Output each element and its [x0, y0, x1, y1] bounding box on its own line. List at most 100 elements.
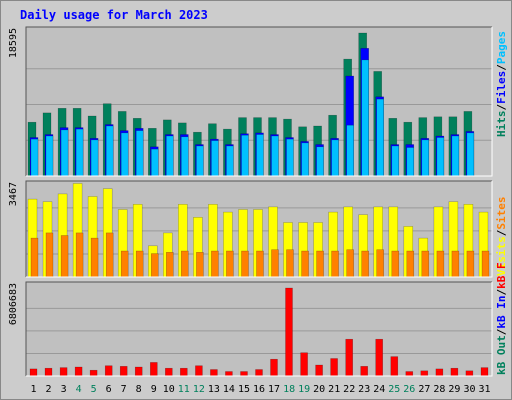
bar-pages-day-26 [406, 147, 415, 177]
bar-kb-f-day-10 [165, 367, 173, 377]
bar-kb-f-day-29 [450, 367, 459, 377]
x-tick-day-31: 31 [478, 384, 490, 395]
bar-kb-f-day-22 [345, 338, 353, 377]
legend-entry: Files [495, 71, 508, 104]
bar-kb-f-day-17 [270, 358, 278, 377]
x-tick-day-14: 14 [223, 384, 235, 395]
legend-entry: / [495, 104, 508, 111]
bar-kb-f-day-8 [134, 366, 143, 377]
bar-pages-day-9 [151, 148, 159, 177]
x-tick-day-10: 10 [163, 384, 175, 395]
x-tick-day-6: 6 [106, 384, 112, 395]
bar-pages-day-7 [120, 132, 129, 177]
legend-entry: / [495, 229, 508, 236]
bar-pages-day-10 [166, 135, 174, 177]
legend-entry: Visits [495, 236, 508, 276]
bar-sites-day-9 [151, 253, 159, 278]
bar-pages-day-16 [256, 134, 264, 177]
x-tick-day-24: 24 [373, 384, 385, 395]
bar-sites-day-26 [406, 250, 415, 278]
legend-entry: Sites [495, 197, 508, 230]
bar-sites-day-22 [346, 249, 354, 278]
bar-pages-day-4 [75, 128, 84, 177]
legend-entry: Hits [495, 111, 508, 138]
bar-pages-day-5 [90, 139, 99, 177]
x-tick-day-13: 13 [208, 384, 220, 395]
bar-sites-day-1 [30, 237, 39, 278]
bar-pages-day-17 [271, 135, 279, 177]
x-tick-day-20: 20 [313, 384, 325, 395]
bar-sites-day-24 [376, 249, 384, 278]
bar-sites-day-7 [120, 250, 129, 278]
y-max-label: 3467 [8, 182, 19, 206]
x-tick-day-21: 21 [328, 384, 340, 395]
panel-background [26, 282, 492, 376]
bar-sites-day-12 [196, 252, 204, 278]
bar-kb-f-day-14 [225, 371, 233, 377]
x-tick-day-29: 29 [448, 384, 460, 395]
x-tick-day-5: 5 [91, 384, 97, 395]
x-tick-day-22: 22 [343, 384, 355, 395]
bar-pages-day-20 [316, 146, 324, 177]
bar-kb-f-day-3 [59, 367, 68, 377]
bar-kb-f-day-12 [195, 365, 203, 377]
bar-pages-day-15 [241, 134, 249, 177]
bar-pages-day-21 [331, 139, 339, 177]
bar-pages-day-12 [196, 145, 204, 177]
bar-pages-day-30 [466, 132, 475, 177]
bar-kb-f-day-9 [150, 362, 158, 377]
bar-sites-day-30 [466, 250, 475, 278]
bar-sites-day-2 [45, 232, 54, 278]
bar-kb-f-day-21 [330, 358, 338, 377]
panel-border [26, 282, 493, 377]
bar-sites-day-6 [105, 232, 114, 278]
bar-pages-day-14 [226, 145, 234, 177]
bar-kb-f-day-19 [300, 352, 308, 377]
legend-entry: / [495, 289, 508, 296]
bar-sites-day-29 [451, 250, 460, 278]
y-max-label: 6806683 [8, 283, 19, 325]
x-axis: 1 2 3 4 5 6 7 8 9 10 11 12 13 14 15 16 17 18 19 20 21 22 23 24 2… [30, 384, 490, 395]
bar-kb-f-day-26 [405, 371, 414, 377]
bar-pages-day-11 [181, 136, 189, 177]
x-tick-day-12: 12 [193, 384, 205, 395]
x-tick-day-2: 2 [45, 384, 51, 395]
x-tick-day-26: 26 [403, 384, 415, 395]
bar-pages-day-29 [451, 135, 460, 177]
x-tick-day-15: 15 [238, 384, 250, 395]
bar-sites-day-27 [421, 250, 430, 278]
legend-entry: kB Out [495, 335, 508, 375]
panel-border [25, 281, 492, 376]
bar-pages-day-23 [361, 59, 369, 177]
bar-pages-day-2 [45, 135, 54, 177]
bar-sites-day-10 [166, 252, 174, 278]
panel-border [26, 181, 493, 278]
bar-sites-day-11 [181, 250, 189, 278]
bar-kb-f-day-25 [390, 356, 399, 377]
x-tick-day-28: 28 [433, 384, 445, 395]
y-max-label: 18595 [8, 28, 19, 58]
bar-pages-day-19 [301, 142, 309, 177]
x-tick-day-4: 4 [76, 384, 82, 395]
x-tick-day-30: 30 [463, 384, 475, 395]
bar-kb-f-day-4 [74, 366, 83, 377]
x-tick-day-9: 9 [151, 384, 157, 395]
panel-border [26, 27, 493, 177]
x-tick-day-27: 27 [418, 384, 430, 395]
bar-kb-f-day-28 [435, 368, 444, 377]
bar-kb-f-day-24 [375, 338, 383, 377]
bar-pages-day-1 [30, 138, 39, 177]
legend-entry: kB F [495, 262, 508, 289]
bar-pages-day-25 [391, 145, 400, 177]
bar-pages-day-18 [286, 138, 294, 177]
legend-entry: / [495, 328, 508, 335]
bar-kb-f-day-20 [315, 364, 323, 377]
legend-entry: kB In [495, 296, 508, 329]
bar-pages-day-24 [376, 98, 384, 177]
x-tick-day-16: 16 [253, 384, 265, 395]
bar-kb-f-day-31 [480, 367, 489, 377]
bar-kb-f-day-27 [420, 370, 429, 377]
